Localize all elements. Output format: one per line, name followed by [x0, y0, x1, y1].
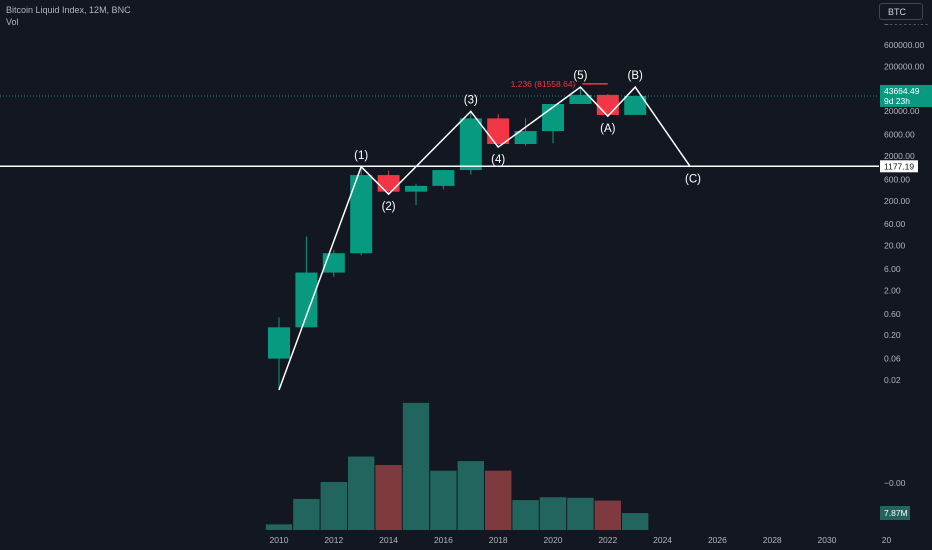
- drawing-overlays: 1.236 (81558.64) (1) (2) (3) (4) (5) (A) (B) (C): [0, 70, 879, 391]
- time-tick-2020: 2020: [544, 535, 563, 545]
- time-tick-2026: 2026: [708, 535, 727, 545]
- price-tick-2: 200000.00: [884, 61, 924, 71]
- volume-bar-2017: [457, 461, 484, 530]
- price-tick-7: 600.00: [884, 174, 910, 184]
- candle-body-2023: [624, 95, 647, 115]
- volume-tick-0: −0.00: [884, 478, 906, 488]
- volume-indicator-label: Vol: [6, 17, 19, 27]
- price-tick-16: 0.02: [884, 375, 901, 385]
- volume-bar-2015: [402, 402, 430, 530]
- volume-bar-2010: [265, 524, 293, 530]
- time-tick-2014: 2014: [379, 535, 398, 545]
- candle-body-2016: [432, 170, 455, 186]
- chart-title: Bitcoin Liquid Index, 12M, BNC: [6, 5, 131, 15]
- price-tick-13: 0.60: [884, 309, 901, 319]
- volume-bar-2013: [348, 456, 375, 530]
- fib-extension-label: 1.236 (81558.64): [511, 79, 576, 89]
- price-badge: [880, 84, 932, 107]
- price-tick-6: 2000.00: [884, 151, 915, 161]
- wave-label-3: (3): [464, 94, 478, 106]
- price-tick-5: 6000.00: [884, 130, 915, 140]
- candle-body-2015: [405, 185, 427, 192]
- horizontal-level-value: 1177.19: [884, 161, 914, 171]
- candle-body-2022: [596, 94, 619, 115]
- time-tick-2012: 2012: [324, 535, 343, 545]
- candle-body-2017: [459, 118, 482, 171]
- time-tick-2022: 2022: [598, 535, 617, 545]
- candle-body-2020: [542, 104, 564, 132]
- price-tick-1: 600000.00: [884, 40, 924, 50]
- candle-body-2013: [350, 175, 373, 254]
- wave-label-C: (C): [685, 173, 701, 185]
- wave-label-2: (2): [382, 201, 396, 213]
- horizontal-level-badge: [880, 160, 918, 173]
- time-tick-2016: 2016: [434, 535, 453, 545]
- candle-body-2021: [569, 94, 592, 105]
- volume-bar-2022: [594, 500, 621, 530]
- volume-bar-2023: [622, 513, 649, 530]
- candle-body-2014: [377, 175, 400, 192]
- volume-badge: [880, 506, 910, 520]
- wave-label-4: (4): [491, 154, 505, 166]
- price-tick-10: 20.00: [884, 241, 906, 251]
- wave-label-1: (1): [354, 150, 368, 162]
- wave-label-B: (B): [628, 70, 644, 82]
- price-tick-12: 2.00: [884, 285, 901, 295]
- wave-label-5: (5): [573, 70, 587, 82]
- volume-bar-2011: [293, 498, 320, 530]
- price-tick-4: 20000.00: [884, 106, 920, 116]
- time-tick-2024: 2024: [653, 535, 672, 545]
- volume-bar-2018: [485, 470, 512, 530]
- price-tick-15: 0.06: [884, 354, 901, 364]
- volume-series: [265, 402, 649, 530]
- volume-bar-2021: [567, 497, 594, 530]
- volume-bar-2019: [512, 500, 539, 530]
- candle-body-2010: [268, 327, 290, 359]
- candle-body-2011: [295, 272, 318, 328]
- price-badge-value: 43664.49: [884, 86, 920, 96]
- volume-bar-2014: [375, 465, 402, 530]
- volume-bar-2016: [430, 470, 457, 530]
- time-tick-2010: 2010: [270, 535, 289, 545]
- volume-bar-2012: [320, 481, 347, 530]
- price-badge-countdown: 9d 23h: [884, 96, 910, 106]
- time-tick-2018: 2018: [489, 535, 508, 545]
- time-tick-2028: 2028: [763, 535, 782, 545]
- candle-body-2018: [487, 118, 510, 145]
- time-axis: 2010 2012 2014 2016 2018 2020 2022 2024 2026 2028…: [270, 535, 892, 545]
- volume-bar-2020: [539, 497, 567, 530]
- price-tick-14: 0.20: [884, 330, 901, 340]
- symbol-button[interactable]: BTC: [879, 3, 923, 20]
- price-tick-9: 60.00: [884, 219, 906, 229]
- time-tick-20: 20: [882, 535, 892, 545]
- candle-body-2019: [514, 131, 537, 145]
- price-tick-8: 200.00: [884, 196, 910, 206]
- candlestick-series: [268, 87, 647, 390]
- volume-badge-value: 7.87M: [884, 508, 908, 518]
- wave-label-A: (A): [600, 123, 616, 135]
- price-tick-11: 6.00: [884, 264, 901, 274]
- time-tick-2030: 2030: [818, 535, 837, 545]
- elliott-wave-path: [278, 85, 691, 391]
